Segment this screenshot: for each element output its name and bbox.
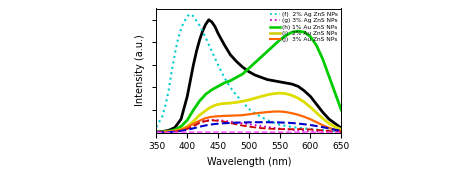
- Y-axis label: Intensity (a.u.): Intensity (a.u.): [135, 35, 145, 106]
- Legend: (f)  2% Ag ZnS NPs, (g) 3% Ag ZnS NPs, (h) 1% Au ZnS NPs, (i)  2% Au ZnS NPs, (j: (f) 2% Ag ZnS NPs, (g) 3% Ag ZnS NPs, (h…: [269, 11, 338, 43]
- X-axis label: Wavelength (nm): Wavelength (nm): [207, 157, 291, 167]
